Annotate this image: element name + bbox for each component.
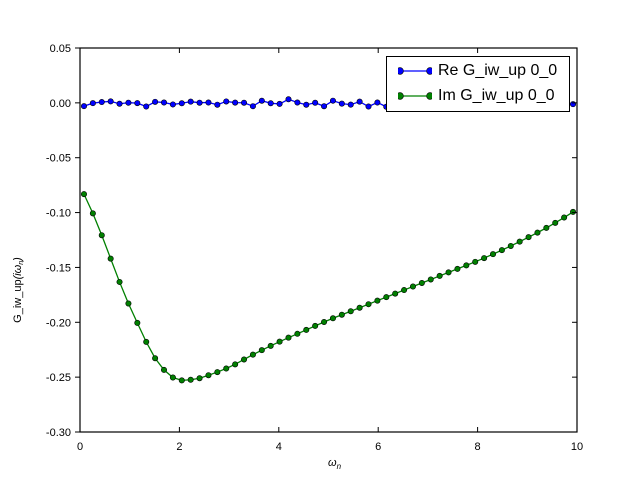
svg-text:-0.25: -0.25	[46, 372, 71, 384]
svg-text:-0.20: -0.20	[46, 317, 71, 329]
svg-text:10: 10	[571, 441, 583, 453]
svg-text:-0.10: -0.10	[46, 208, 71, 220]
svg-text:-0.30: -0.30	[46, 427, 71, 439]
svg-text:4: 4	[276, 441, 282, 453]
svg-text:0.05: 0.05	[50, 43, 71, 55]
svg-text:2: 2	[176, 441, 182, 453]
svg-text:-0.15: -0.15	[46, 262, 71, 274]
svg-text:6: 6	[375, 441, 381, 453]
svg-text:8: 8	[475, 441, 481, 453]
svg-text:0: 0	[77, 441, 83, 453]
svg-text:-0.05: -0.05	[46, 153, 71, 165]
svg-text:0.00: 0.00	[50, 98, 71, 110]
